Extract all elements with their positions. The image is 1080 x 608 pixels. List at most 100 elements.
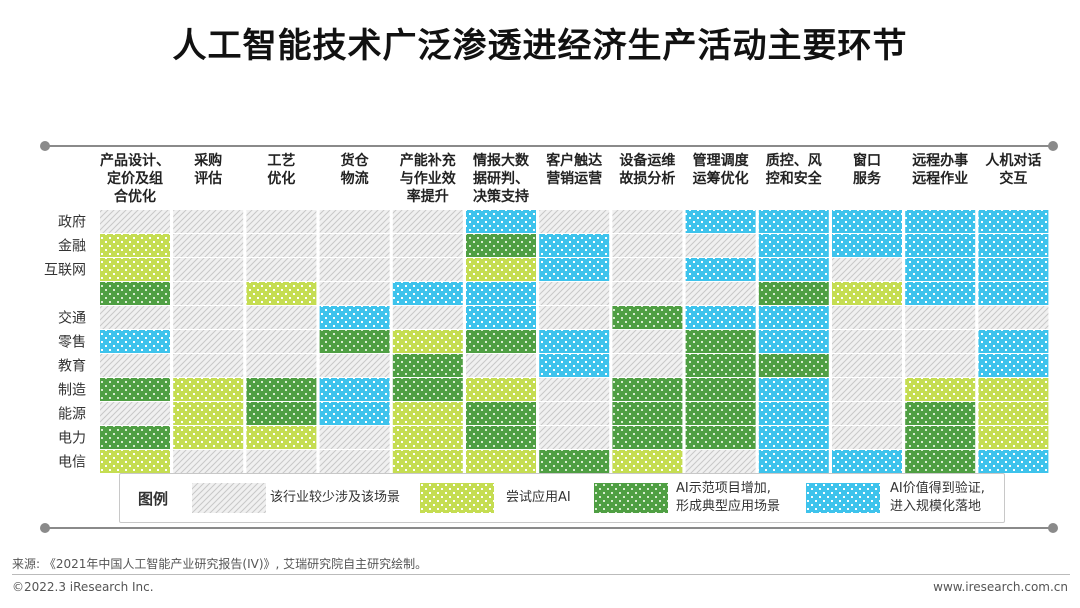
heatmap-cell [832, 450, 902, 473]
heatmap-cell [100, 450, 170, 473]
heatmap-cell [685, 234, 756, 257]
heatmap-cell [905, 378, 976, 401]
top-divider [40, 141, 1058, 151]
heatmap-cell [466, 426, 536, 449]
heatmap-cell [173, 282, 244, 305]
heatmap-cell [758, 378, 829, 401]
heatmap-cell [100, 426, 170, 449]
heatmap-cell [832, 258, 902, 281]
heatmap-cell [832, 402, 902, 425]
heatmap-cell [173, 306, 244, 329]
heatmap-cell [539, 234, 610, 257]
heatmap-cell [392, 402, 463, 425]
heatmap-cell [978, 258, 1049, 281]
heatmap-cell [173, 234, 244, 257]
heatmap-cell [100, 210, 170, 233]
heatmap-cell [466, 210, 536, 233]
heatmap-cell [173, 210, 244, 233]
page-title: 人工智能技术广泛渗透进经济生产活动主要环节 [172, 26, 908, 66]
heatmap-cell [978, 426, 1049, 449]
heatmap-cell [246, 282, 317, 305]
heatmap-cell [100, 378, 170, 401]
heatmap-cell [905, 234, 976, 257]
heatmap-cell [539, 306, 610, 329]
heatmap-cell [319, 258, 390, 281]
heatmap-cell [173, 426, 244, 449]
heatmap-cell [539, 354, 610, 377]
heatmap-cell [685, 258, 756, 281]
heatmap-cell [539, 282, 610, 305]
heatmap-cell [758, 450, 829, 473]
bottom-divider [40, 523, 1058, 533]
heatmap-cell [685, 330, 756, 353]
heatmap-cell [832, 354, 902, 377]
heatmap-cell [246, 306, 317, 329]
heatmap-cell [100, 402, 170, 425]
heatmap-cell [612, 210, 683, 233]
heatmap-cell [978, 354, 1049, 377]
heatmap-cell [466, 234, 536, 257]
heatmap-cell [466, 450, 536, 473]
legend-label-level3: AI价值得到验证, 进入规模化落地 [890, 481, 985, 514]
heatmap-cell [392, 354, 463, 377]
heatmap-cell [392, 426, 463, 449]
heatmap-cell [978, 450, 1049, 473]
source-note: 来源: 《2021年中国人工智能产业研究报告(IV)》, 艾瑞研究院自主研究绘制… [12, 557, 428, 571]
heatmap-cell [685, 306, 756, 329]
row-label: 互联网 [44, 263, 86, 279]
heatmap-cell [466, 354, 536, 377]
row-label: 能源 [58, 407, 86, 423]
heatmap-cell [173, 330, 244, 353]
heatmap-cell [978, 282, 1049, 305]
heatmap-cell [539, 426, 610, 449]
heatmap-cell [758, 330, 829, 353]
heatmap-cell [246, 450, 317, 473]
heatmap-cell [466, 258, 536, 281]
legend-swatch-level3 [806, 483, 880, 513]
legend-label-level0: 该行业较少涉及该场景 [270, 490, 401, 505]
heatmap-cell [905, 282, 976, 305]
heatmap-cell [392, 234, 463, 257]
column-header: 客户触达营销运营 [545, 152, 602, 187]
heatmap-cell [905, 402, 976, 425]
heatmap-cell [100, 258, 170, 281]
heatmap-cell [466, 378, 536, 401]
column-header: 产品设计、定价及组合优化 [100, 152, 170, 205]
heatmap-cell [246, 330, 317, 353]
heatmap-cells [100, 210, 1049, 473]
heatmap-cell [466, 306, 536, 329]
heatmap-cell [978, 330, 1049, 353]
heatmap-cell [100, 330, 170, 353]
heatmap-cell [758, 402, 829, 425]
heatmap-cell [392, 450, 463, 473]
heatmap-cell [905, 426, 976, 449]
heatmap-cell [978, 306, 1049, 329]
row-label: 政府 [58, 215, 86, 231]
heatmap-cell [246, 426, 317, 449]
heatmap-cell [832, 234, 902, 257]
heatmap-cell [612, 354, 683, 377]
legend-swatch-level1 [420, 483, 494, 513]
heatmap-cell [612, 450, 683, 473]
heatmap-cell [758, 234, 829, 257]
heatmap-cell [905, 210, 976, 233]
row-label: 教育 [58, 359, 86, 375]
column-header: 质控、风控和安全 [766, 152, 823, 187]
heatmap-cell [319, 450, 390, 473]
heatmap-cell [319, 426, 390, 449]
heatmap-cell [758, 426, 829, 449]
column-header: 采购评估 [193, 152, 222, 187]
heatmap-cell [173, 450, 244, 473]
column-header: 货仓物流 [340, 152, 370, 187]
row-label: 电信 [58, 455, 86, 471]
heatmap-cell [173, 378, 244, 401]
row-label: 交通 [58, 310, 86, 327]
heatmap-cell [319, 282, 390, 305]
heatmap-cell [612, 330, 683, 353]
column-header: 远程办事远程作业 [912, 152, 968, 187]
heatmap-cell [173, 258, 244, 281]
heatmap-cell [832, 282, 902, 305]
heatmap-cell [612, 258, 683, 281]
website-link[interactable]: www.iresearch.com.cn [933, 580, 1068, 594]
